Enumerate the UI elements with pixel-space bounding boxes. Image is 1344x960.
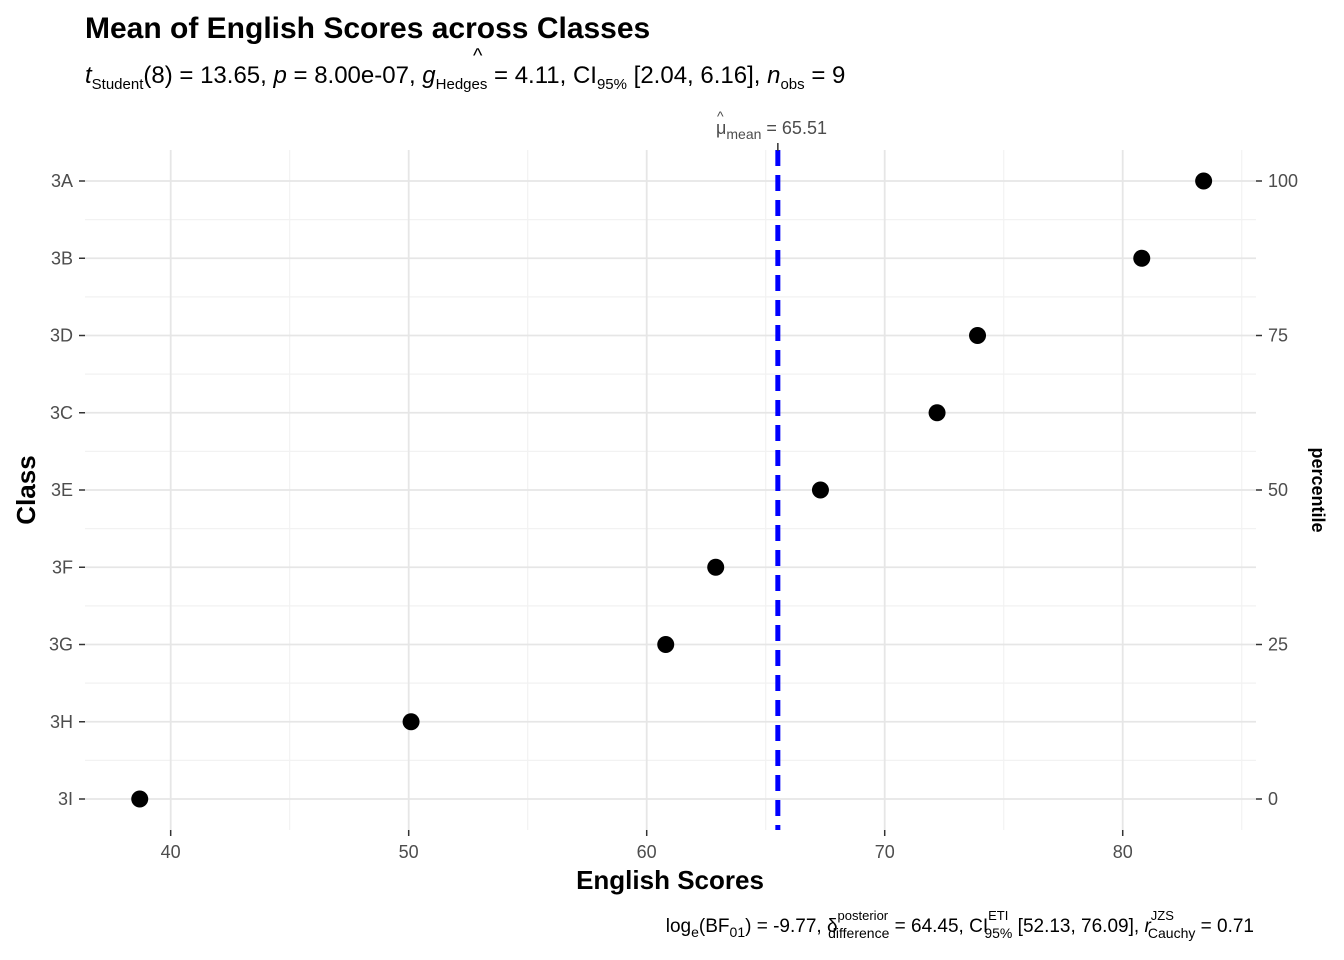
x-tick-label: 40 (161, 842, 181, 862)
caption-r-val: = 0.71 (1195, 916, 1254, 937)
data-point-3G (657, 636, 675, 653)
subtitle-g-hat: ^ (473, 45, 483, 67)
caption-r: r (1144, 916, 1151, 937)
x-axis-ticks: 40 50 60 70 80 (161, 830, 1133, 862)
x-tick-label: 60 (637, 842, 657, 862)
y-tick-label-3D: 3D (50, 326, 73, 346)
mean-label-val: = 65.51 (761, 118, 827, 138)
data-point-3E (811, 481, 829, 499)
mean-label: μmean = 65.51 (716, 118, 827, 142)
subtitle-n-sub: obs (780, 76, 804, 93)
x-axis-title: English Scores (576, 865, 764, 895)
percentile-tick-label: 50 (1268, 480, 1288, 500)
caption-delta-sup: posterior (838, 908, 889, 923)
subtitle-ci-val: [2.04, 6.16], (627, 62, 767, 89)
subtitle-g-val: = 4.11, CI (487, 62, 597, 89)
secondary-y-axis-ticks: 0 25 50 75 100 (1256, 171, 1298, 809)
y-tick-label-3E: 3E (51, 480, 73, 500)
y-tick-label-3F: 3F (52, 557, 73, 577)
chart-title: Mean of English Scores across Classes (85, 12, 650, 45)
percentile-tick-label: 0 (1268, 789, 1278, 809)
y-tick-label-3B: 3B (51, 248, 73, 268)
percentile-tick-label: 25 (1268, 635, 1288, 655)
caption-ci-sup: ETI (988, 908, 1008, 923)
mean-label-mu: μ (716, 118, 726, 138)
data-point-3A (1195, 172, 1213, 190)
caption-bf-val: ) = -9.77, (745, 916, 827, 937)
caption-r-sup: JZS (1151, 908, 1174, 923)
y-tick-label-3G: 3G (49, 635, 73, 655)
minor-gridlines (85, 150, 1256, 830)
subtitle-g-sub: Hedges (436, 76, 488, 93)
caption-log: log (666, 916, 691, 937)
subtitle-g: g (422, 62, 436, 89)
subtitle-t-df: (8) (143, 62, 172, 89)
secondary-y-axis-title: percentile (1308, 447, 1328, 532)
subtitle-n: n (767, 62, 780, 89)
percentile-tick-label: 75 (1268, 326, 1288, 346)
caption-log-sub: e (691, 924, 699, 940)
y-axis-ticks: 3I 3H 3G 3F 3E 3C 3D 3B 3A (49, 171, 85, 809)
caption-ci-val: [52.13, 76.09], (1012, 916, 1144, 937)
data-point-3C (928, 404, 946, 422)
subtitle-p-val: = 8.00e-07, (287, 62, 422, 89)
data-point-3I (131, 790, 149, 808)
caption-bf: (BF (699, 916, 730, 937)
mean-label-sub: mean (726, 126, 761, 142)
caption-bf-sub: 01 (730, 924, 746, 940)
subtitle-n-val: = 9 (805, 62, 846, 89)
subtitle-ci-sub: 95% (597, 76, 627, 93)
y-tick-label-3A: 3A (51, 171, 73, 191)
chart-subtitle: tStudent(8) = 13.65, p = 8.00e-07, gHedg… (85, 62, 845, 93)
data-points (131, 172, 1213, 808)
subtitle-t-sub: Student (92, 76, 145, 93)
caption-ci-sub: 95% (984, 925, 1012, 941)
caption-delta: δ (827, 916, 838, 937)
subtitle-t-val: = 13.65, (173, 62, 274, 89)
x-tick-label: 80 (1113, 842, 1133, 862)
caption-delta-val: = 64.45, CI (889, 916, 988, 937)
data-point-3F (707, 558, 725, 576)
mean-label-hat: ^ (717, 108, 724, 124)
caption-delta-sub: difference (828, 925, 889, 941)
data-point-3H (402, 713, 420, 731)
y-axis-title: Class (11, 455, 41, 524)
y-tick-label-3I: 3I (58, 789, 73, 809)
percentile-tick-label: 100 (1268, 171, 1298, 191)
y-tick-label-3H: 3H (50, 712, 73, 732)
x-tick-label: 50 (399, 842, 419, 862)
y-tick-label-3C: 3C (50, 403, 73, 423)
data-point-3B (1133, 249, 1151, 267)
major-gridlines (85, 150, 1256, 830)
subtitle-p: p (272, 62, 286, 89)
caption-r-sub: Cauchy (1148, 925, 1195, 941)
subtitle-t: t (85, 62, 93, 89)
x-tick-label: 70 (875, 842, 895, 862)
chart-caption: loge(BF01) = -9.77, δposterior difference… (666, 908, 1254, 941)
data-point-3D (969, 327, 987, 344)
